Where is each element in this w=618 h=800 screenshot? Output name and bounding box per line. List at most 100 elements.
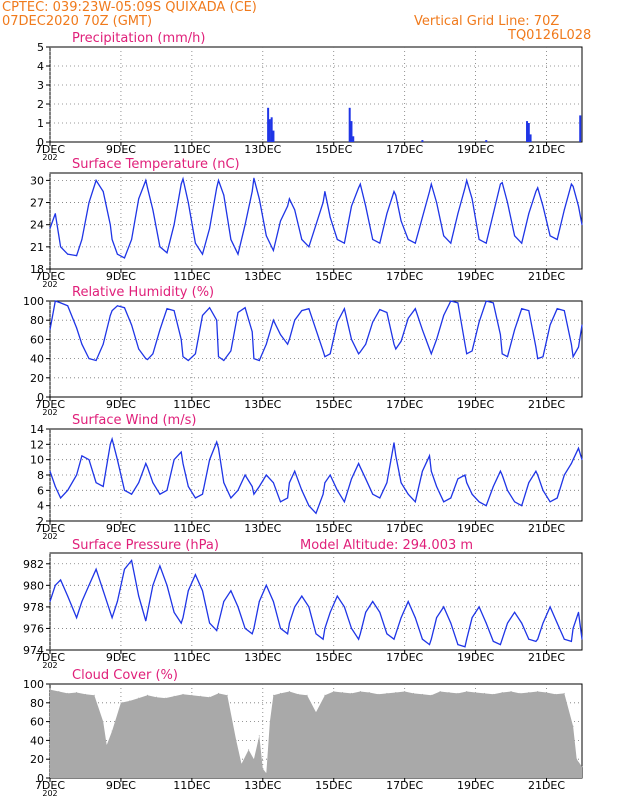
series-point: [436, 202, 438, 204]
series-point: [49, 329, 51, 331]
series-point: [173, 224, 175, 226]
series-point: [294, 606, 296, 608]
series-point: [581, 638, 583, 640]
x-tick-label: 21DEC: [528, 522, 565, 535]
series-point: [466, 179, 468, 181]
x-tick-label: 7DEC: [35, 398, 65, 411]
series-point: [492, 640, 494, 642]
series-point: [88, 584, 90, 586]
series-point: [507, 202, 509, 204]
series-point: [501, 353, 503, 355]
series-point: [182, 617, 184, 619]
series-point: [102, 486, 104, 487]
series-point: [499, 644, 501, 646]
panel-title: Relative Humidity (%): [72, 285, 214, 300]
series-point: [216, 441, 218, 443]
series-point: [76, 255, 78, 257]
series-point: [379, 611, 381, 613]
series-point: [556, 238, 558, 240]
series-point: [152, 353, 154, 355]
cloud-point: [315, 711, 317, 713]
cloud-point: [492, 693, 494, 695]
series-point: [301, 310, 303, 312]
cloud-point: [528, 691, 530, 693]
series-point: [287, 633, 289, 635]
series-point: [336, 595, 338, 597]
series-point: [359, 183, 361, 185]
cloud-point: [537, 691, 539, 693]
series-point: [76, 474, 78, 476]
cloud-point: [147, 694, 149, 696]
cloud-point: [430, 694, 432, 696]
x-tick-label: 13DEC: [244, 779, 281, 792]
series-point: [450, 300, 452, 302]
series-point: [237, 489, 239, 491]
series-point: [138, 348, 140, 350]
series-point: [430, 183, 432, 185]
series-point: [294, 209, 296, 211]
series-point: [123, 257, 125, 259]
y-tick-label: 982: [23, 558, 44, 571]
series-point: [542, 356, 544, 358]
series-point: [528, 310, 530, 312]
series-point: [407, 317, 409, 319]
series-point: [109, 611, 111, 613]
series-point: [563, 638, 565, 640]
y-tick-label: 80: [30, 697, 44, 710]
x-tick-label: 9DEC: [106, 270, 136, 283]
series-point: [372, 493, 374, 495]
series-point: [379, 497, 381, 499]
series-point: [272, 482, 274, 484]
series-point: [450, 242, 452, 244]
precip-bar: [268, 119, 271, 142]
y-tick-label: 5: [37, 41, 44, 54]
series-point: [123, 568, 125, 570]
series-point: [457, 302, 459, 304]
x-tick-label: 17DEC: [386, 651, 423, 664]
series-point: [280, 627, 282, 629]
series-point: [180, 338, 182, 340]
series-point: [577, 205, 579, 207]
y-tick-label: 40: [30, 353, 44, 366]
series-point: [109, 314, 111, 316]
y-tick-label: 8: [37, 469, 44, 482]
series-point: [464, 187, 466, 189]
series-point: [131, 560, 133, 562]
series-point: [379, 309, 381, 311]
x-tick-label: 7DEC: [35, 143, 65, 156]
series-point: [265, 584, 267, 586]
series-point: [581, 324, 583, 326]
precip-bar: [526, 121, 529, 142]
series-point: [471, 198, 473, 200]
series-point: [485, 242, 487, 244]
series-point: [123, 307, 125, 309]
series-point: [237, 606, 239, 608]
cloud-point: [173, 695, 175, 697]
y-tick-label: 976: [23, 622, 44, 635]
series-point: [223, 194, 225, 196]
series-point: [414, 242, 416, 244]
series-point: [372, 238, 374, 240]
series-point: [464, 646, 466, 648]
series-point: [359, 466, 361, 468]
cloud-point: [265, 772, 267, 774]
x-tick-label: 13DEC: [244, 522, 281, 535]
series-point: [111, 438, 113, 440]
series-point: [535, 346, 537, 348]
series-point: [428, 348, 430, 350]
series-point: [450, 622, 452, 624]
x-tick-year-stub: 202: [42, 153, 57, 162]
series-point: [258, 601, 260, 602]
series-point: [322, 493, 324, 495]
series-point: [209, 459, 211, 461]
series-point: [421, 638, 423, 640]
series-point: [272, 601, 274, 602]
series-point: [147, 611, 149, 613]
series-point: [322, 350, 324, 352]
series-point: [265, 235, 267, 237]
series-point: [581, 459, 583, 461]
series-point: [501, 638, 503, 640]
x-tick-label: 21DEC: [528, 779, 565, 792]
series-point: [336, 489, 338, 491]
cloud-point: [288, 691, 290, 693]
